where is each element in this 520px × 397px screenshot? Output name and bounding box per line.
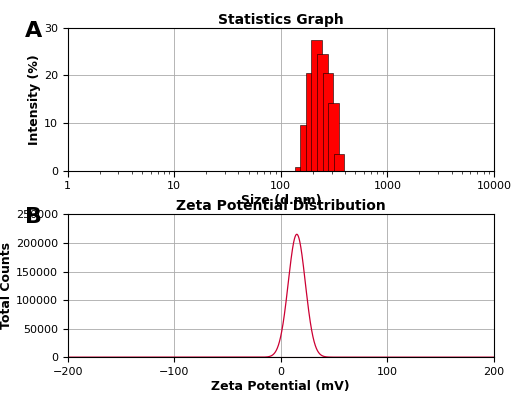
Title: Zeta Potential Distribution: Zeta Potential Distribution — [176, 199, 386, 213]
X-axis label: Size (d.nm): Size (d.nm) — [241, 194, 321, 207]
Text: B: B — [25, 207, 42, 227]
Y-axis label: Total Counts: Total Counts — [0, 242, 13, 330]
Title: Statistics Graph: Statistics Graph — [218, 13, 344, 27]
Bar — [306, 73, 317, 171]
Bar — [328, 103, 339, 171]
Bar — [317, 54, 328, 171]
Bar — [294, 167, 305, 171]
Bar — [322, 73, 333, 171]
Y-axis label: Intensity (%): Intensity (%) — [28, 54, 41, 145]
Bar — [334, 154, 344, 171]
Text: A: A — [25, 21, 42, 40]
Bar — [311, 40, 322, 171]
Bar — [300, 125, 311, 171]
X-axis label: Zeta Potential (mV): Zeta Potential (mV) — [212, 380, 350, 393]
